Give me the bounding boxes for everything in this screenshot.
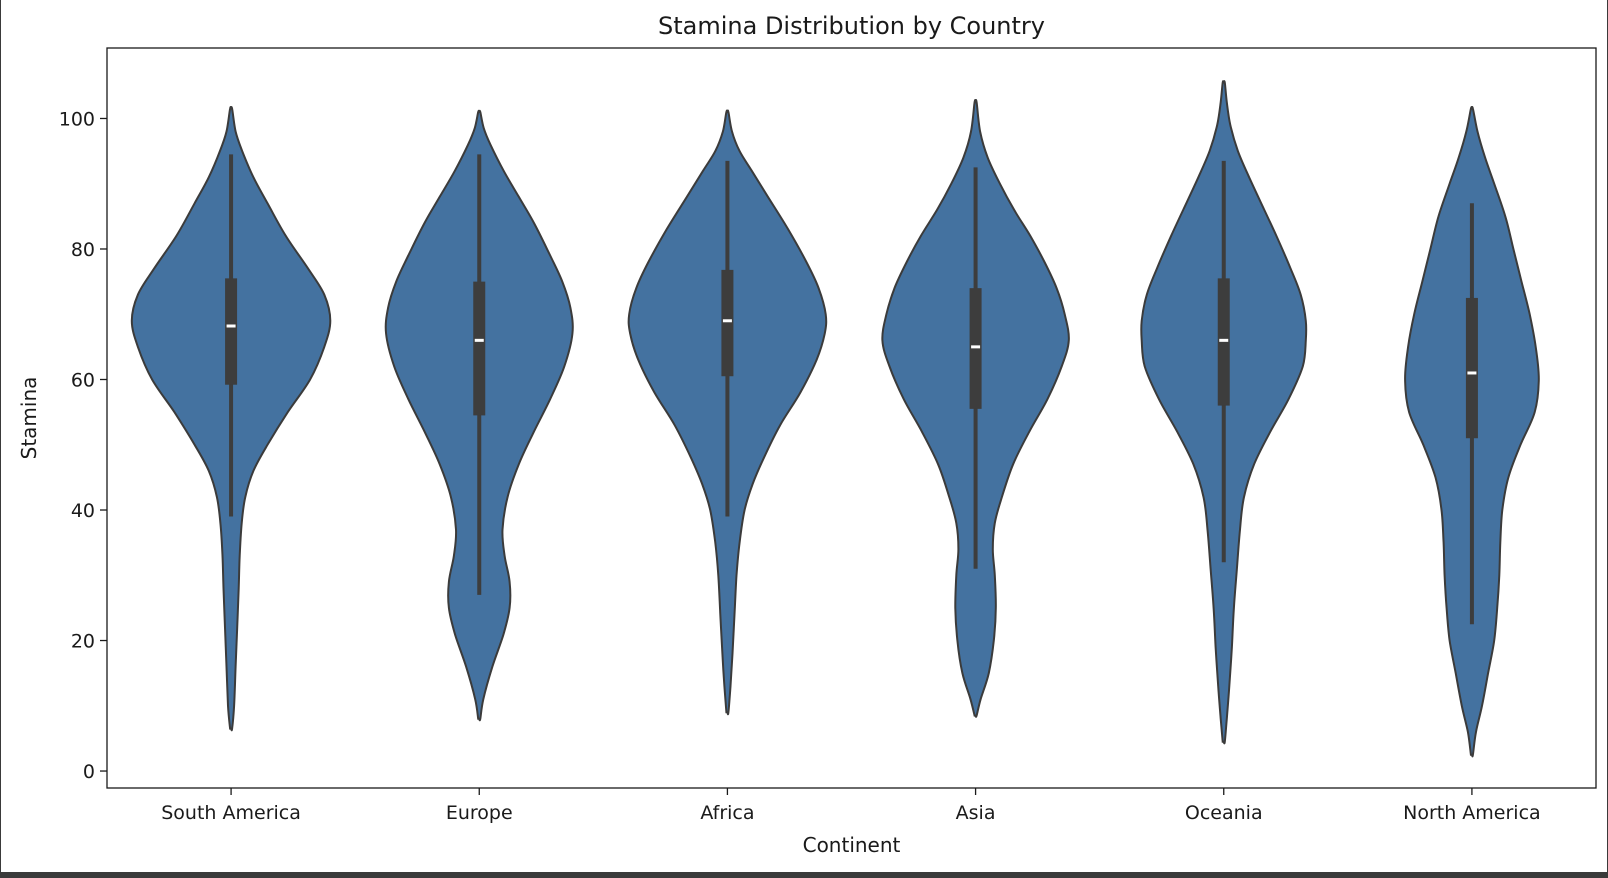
y-tick-label: 20 bbox=[71, 631, 95, 653]
x-axis-ticks: South America Europe Africa Asia Oceania Nort… bbox=[161, 788, 1541, 824]
violin-iqr-box bbox=[1217, 278, 1230, 406]
chart-title: Stamina Distribution by Country bbox=[658, 12, 1045, 40]
violin-africa bbox=[627, 109, 828, 716]
violin-iqr-box bbox=[225, 278, 238, 385]
x-tick-label: Asia bbox=[956, 802, 996, 824]
violin-iqr-box bbox=[473, 281, 486, 416]
violin-oceania bbox=[1140, 80, 1308, 745]
violins-group bbox=[130, 80, 1540, 758]
violin-iqr-box bbox=[721, 269, 734, 377]
y-tick-label: 0 bbox=[83, 761, 95, 783]
x-tick-label: Europe bbox=[446, 802, 513, 824]
y-axis-label: Stamina bbox=[17, 377, 41, 460]
window-bottom-border bbox=[0, 872, 1608, 878]
violin-north-america bbox=[1404, 106, 1540, 758]
violin-iqr-box bbox=[1465, 297, 1478, 439]
y-tick-label: 80 bbox=[71, 239, 95, 261]
plot-area-frame bbox=[106, 47, 1597, 789]
violin-europe bbox=[384, 109, 574, 722]
violin-iqr-box bbox=[969, 288, 982, 409]
x-tick-label: Africa bbox=[700, 802, 754, 824]
y-tick-label: 40 bbox=[71, 500, 95, 522]
x-tick-label: Oceania bbox=[1185, 802, 1263, 824]
y-tick-label: 60 bbox=[71, 369, 95, 391]
violin-asia bbox=[881, 99, 1070, 718]
x-tick-label: North America bbox=[1403, 802, 1541, 824]
y-axis-ticks: 0 20 40 60 80 100 bbox=[59, 108, 107, 783]
y-tick-label: 100 bbox=[59, 108, 95, 130]
x-tick-label: South America bbox=[161, 802, 301, 824]
x-axis-label: Continent bbox=[803, 833, 901, 857]
violin-south-america bbox=[130, 106, 332, 732]
